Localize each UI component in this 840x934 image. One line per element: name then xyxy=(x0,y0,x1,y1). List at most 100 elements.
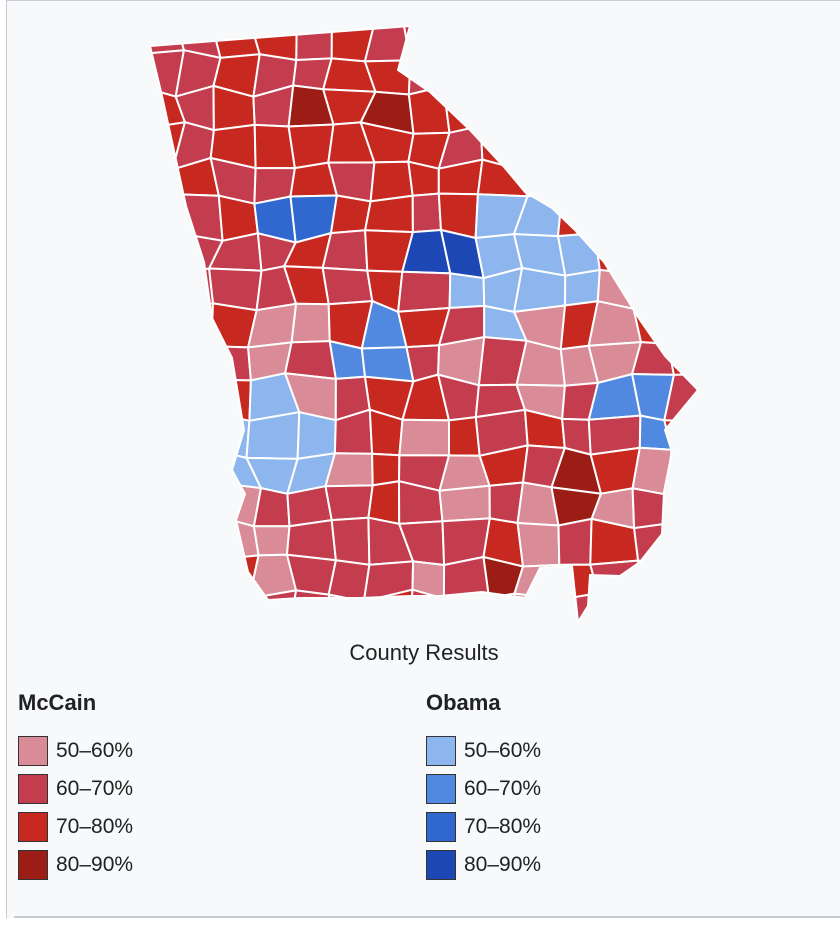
county xyxy=(674,160,698,205)
county xyxy=(594,26,637,63)
county xyxy=(448,272,486,310)
county xyxy=(634,591,675,622)
county xyxy=(177,409,219,453)
legend-label: 60–70% xyxy=(56,777,134,800)
legend-swatch xyxy=(426,812,456,842)
county xyxy=(628,124,677,169)
county xyxy=(407,54,448,96)
county xyxy=(438,484,491,523)
county xyxy=(407,160,440,197)
legend-label: 80–90% xyxy=(56,853,134,876)
county xyxy=(441,26,488,57)
legend-mccain: McCain 50–60% 60–70% 70–80% 80–90% xyxy=(18,690,133,884)
county xyxy=(632,522,672,566)
county xyxy=(150,231,180,276)
county xyxy=(150,376,180,420)
legend-title-obama: Obama xyxy=(426,690,501,715)
county xyxy=(628,160,681,205)
legend-swatch xyxy=(18,736,48,766)
county xyxy=(595,50,641,95)
legend-item: 60–70% xyxy=(426,770,541,808)
county xyxy=(173,378,223,415)
county xyxy=(170,193,224,243)
county xyxy=(150,193,175,244)
map-caption: County Results xyxy=(349,640,499,665)
county xyxy=(516,521,561,568)
county xyxy=(549,26,598,63)
county xyxy=(512,26,555,58)
legend-swatch xyxy=(18,774,48,804)
county xyxy=(247,589,298,622)
county xyxy=(593,232,638,275)
county xyxy=(479,85,530,136)
legend-label: 80–90% xyxy=(464,853,542,876)
county xyxy=(150,310,178,352)
legend-swatch xyxy=(18,850,48,880)
county xyxy=(371,452,401,487)
county xyxy=(407,85,451,135)
county xyxy=(667,335,698,376)
county xyxy=(512,266,567,314)
county xyxy=(169,302,215,352)
county xyxy=(558,591,600,622)
county xyxy=(150,589,178,622)
county xyxy=(150,26,186,56)
county xyxy=(411,192,443,234)
legend-label: 70–80% xyxy=(464,815,542,838)
legend-label: 50–60% xyxy=(56,739,134,762)
county xyxy=(290,302,331,344)
legend-label: 70–80% xyxy=(56,815,134,838)
county xyxy=(665,484,698,525)
county xyxy=(666,589,698,622)
legend-item: 60–70% xyxy=(18,770,133,808)
county xyxy=(637,559,675,603)
legend-swatch xyxy=(426,850,456,880)
legend-swatch xyxy=(18,812,48,842)
county xyxy=(295,26,333,62)
county xyxy=(482,592,516,622)
county xyxy=(674,124,698,169)
county xyxy=(150,554,178,600)
county xyxy=(150,341,178,385)
county xyxy=(549,84,600,133)
county xyxy=(549,125,603,168)
county xyxy=(150,156,174,198)
county xyxy=(631,238,675,275)
county xyxy=(442,51,487,93)
county xyxy=(670,233,698,281)
county xyxy=(330,516,371,566)
county xyxy=(150,409,187,453)
county xyxy=(321,266,374,306)
county xyxy=(669,563,698,603)
county xyxy=(442,597,491,622)
county xyxy=(589,559,641,595)
county xyxy=(671,48,698,96)
county xyxy=(560,163,603,203)
divider xyxy=(14,916,840,918)
legend-item: 50–60% xyxy=(426,732,541,770)
county xyxy=(594,591,641,622)
county xyxy=(252,525,291,557)
county xyxy=(563,268,601,307)
county xyxy=(586,125,638,169)
legend-item: 80–90% xyxy=(18,846,133,884)
legend-item: 50–60% xyxy=(18,732,133,770)
legend-swatch xyxy=(426,774,456,804)
georgia-county-map xyxy=(148,24,700,625)
legend-item: 80–90% xyxy=(426,846,541,884)
county xyxy=(150,272,180,316)
county xyxy=(593,199,642,241)
county xyxy=(662,264,698,307)
county xyxy=(552,53,600,98)
county xyxy=(150,448,187,491)
county xyxy=(215,412,251,460)
county xyxy=(631,264,675,311)
county xyxy=(181,450,222,489)
county xyxy=(174,589,215,622)
county xyxy=(181,482,222,527)
county xyxy=(670,197,698,244)
state-outline xyxy=(148,24,700,625)
county xyxy=(324,484,374,522)
county xyxy=(635,92,677,136)
county xyxy=(631,50,676,96)
